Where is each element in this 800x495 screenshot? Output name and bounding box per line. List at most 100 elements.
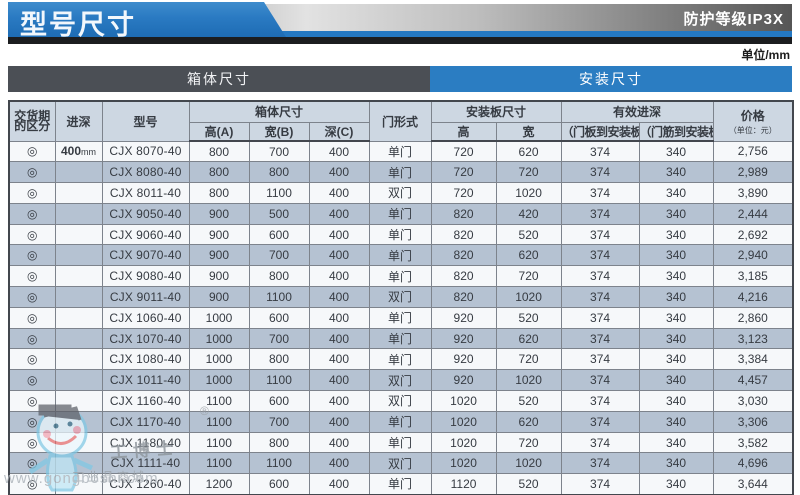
col-group-box-dims: 箱体尺寸 [188, 100, 370, 123]
col-header-delivery: 交货期 的区分 [8, 100, 56, 142]
plate-height-cell: 1020 [430, 431, 497, 454]
door-type-cell: 单门 [368, 410, 432, 433]
box-height-cell: 800 [188, 161, 250, 184]
box-width-cell: 700 [248, 140, 310, 163]
table-row: ◎ 400mm CJX 8070-40 800 700 400 单门 720 6… [8, 140, 794, 163]
plate-width-cell: 720 [495, 431, 562, 454]
section-band: 箱体尺寸 安装尺寸 [8, 66, 792, 92]
depth-unit: mm [81, 147, 97, 158]
price-cell: 3,030 [712, 390, 794, 412]
box-width-cell: 800 [248, 431, 310, 454]
col-header-delivery-line1: 交货期 [14, 109, 51, 124]
box-depth-cell: 400 [308, 306, 370, 329]
plate-height-cell: 920 [430, 327, 497, 350]
door-type-cell: 单门 [368, 202, 432, 225]
table-row: ◎ CJX 9060-40 900 600 400 单门 820 520 374… [8, 223, 794, 246]
model-cell: CJX 9080-40 [101, 265, 190, 288]
plate-width-cell: 620 [495, 244, 562, 267]
depth-cell [54, 348, 103, 371]
plate-height-cell: 920 [430, 369, 497, 392]
plate-width-cell: 520 [495, 306, 562, 329]
delivery-mark: ◎ [8, 306, 56, 329]
box-width-cell: 1100 [248, 452, 310, 475]
spec-table: 交货期 的区分 进深 型号 箱体尺寸 门形式 安装板尺寸 有效进深 价格 （单位… [8, 100, 795, 495]
plate-width-cell: 720 [495, 161, 562, 184]
box-height-cell: 1000 [188, 369, 250, 392]
delivery-mark: ◎ [8, 348, 56, 371]
plate-height-cell: 820 [430, 202, 497, 225]
effective-depth1-cell: 374 [560, 202, 640, 225]
price-cell: 2,756 [712, 140, 794, 163]
door-type-cell: 双门 [368, 182, 432, 204]
price-cell: 3,384 [712, 348, 794, 371]
box-height-cell: 900 [188, 202, 250, 225]
col-header-delivery-line2: 的区分 [14, 119, 51, 134]
price-cell: 2,444 [712, 202, 794, 225]
model-cell: CJX 8080-40 [101, 161, 190, 184]
plate-width-cell: 720 [495, 348, 562, 371]
box-depth-cell: 400 [308, 223, 370, 246]
plate-width-cell: 1020 [495, 452, 562, 475]
depth-cell [54, 182, 103, 204]
depth-cell [54, 161, 103, 184]
col-group-effective-depth: 有效进深 [560, 100, 714, 123]
table-row: ◎ CJX 1260-40 1200 600 400 单门 1120 520 3… [8, 473, 794, 495]
model-cell: CJX 9070-40 [101, 244, 190, 267]
col-header-eff-note1: （门板到安装板的距离） [560, 121, 640, 142]
price-cell: 4,216 [712, 286, 794, 308]
table-row: ◎ CJX 9050-40 900 500 400 单门 820 420 374… [8, 202, 794, 225]
col-header-plate-height: 高 [430, 121, 497, 142]
table-row: ◎ CJX 1180-40 1100 800 400 单门 1020 720 3… [8, 431, 794, 454]
effective-depth2-cell: 340 [638, 390, 714, 412]
title-banner: 型号尺寸 防护等级IP3X [0, 0, 800, 44]
door-type-cell: 单门 [368, 161, 432, 184]
depth-cell [54, 452, 103, 475]
delivery-mark: ◎ [8, 244, 56, 267]
effective-depth1-cell: 374 [560, 369, 640, 392]
plate-width-cell: 620 [495, 327, 562, 350]
delivery-mark: ◎ [8, 182, 56, 204]
model-cell: CJX 1080-40 [101, 348, 190, 371]
plate-height-cell: 720 [430, 182, 497, 204]
band-box-dimensions: 箱体尺寸 [8, 66, 430, 92]
col-header-price-unit: （单位：元） [728, 125, 777, 135]
effective-depth2-cell: 340 [638, 452, 714, 475]
door-type-cell: 单门 [368, 244, 432, 267]
price-cell: 2,860 [712, 306, 794, 329]
price-cell: 2,692 [712, 223, 794, 246]
banner-trapezoid: 型号尺寸 [8, 2, 286, 37]
model-cell: CJX 1260-40 [101, 473, 190, 495]
banner-black-bar [8, 37, 792, 44]
model-cell: CJX 8070-40 [101, 140, 190, 163]
col-header-eff-note2: （门筋到安装板的距离） [638, 121, 714, 142]
box-height-cell: 800 [188, 140, 250, 163]
depth-cell [54, 265, 103, 288]
box-height-cell: 1100 [188, 431, 250, 454]
price-cell: 4,696 [712, 452, 794, 475]
effective-depth1-cell: 374 [560, 265, 640, 288]
col-header-depth: 进深 [54, 100, 103, 142]
box-width-cell: 700 [248, 410, 310, 433]
depth-cell [54, 431, 103, 454]
effective-depth1-cell: 374 [560, 390, 640, 412]
col-header-model: 型号 [101, 100, 190, 142]
plate-height-cell: 1020 [430, 410, 497, 433]
col-header-price: 价格 （单位：元） [712, 100, 794, 142]
effective-depth1-cell: 374 [560, 327, 640, 350]
col-header-width-b: 宽(B) [248, 121, 310, 142]
model-cell: CJX 9060-40 [101, 223, 190, 246]
depth-cell [54, 306, 103, 329]
effective-depth1-cell: 374 [560, 431, 640, 454]
price-cell: 3,306 [712, 410, 794, 433]
model-cell: CJX 1070-40 [101, 327, 190, 350]
effective-depth2-cell: 340 [638, 161, 714, 184]
box-width-cell: 800 [248, 161, 310, 184]
box-height-cell: 1000 [188, 327, 250, 350]
price-cell: 2,940 [712, 244, 794, 267]
delivery-mark: ◎ [8, 286, 56, 308]
box-depth-cell: 400 [308, 473, 370, 495]
box-width-cell: 600 [248, 390, 310, 412]
table-row: ◎ CJX 1111-40 1100 1100 400 双门 1020 1020… [8, 452, 794, 475]
table-row: ◎ CJX 1060-40 1000 600 400 单门 920 520 37… [8, 306, 794, 329]
